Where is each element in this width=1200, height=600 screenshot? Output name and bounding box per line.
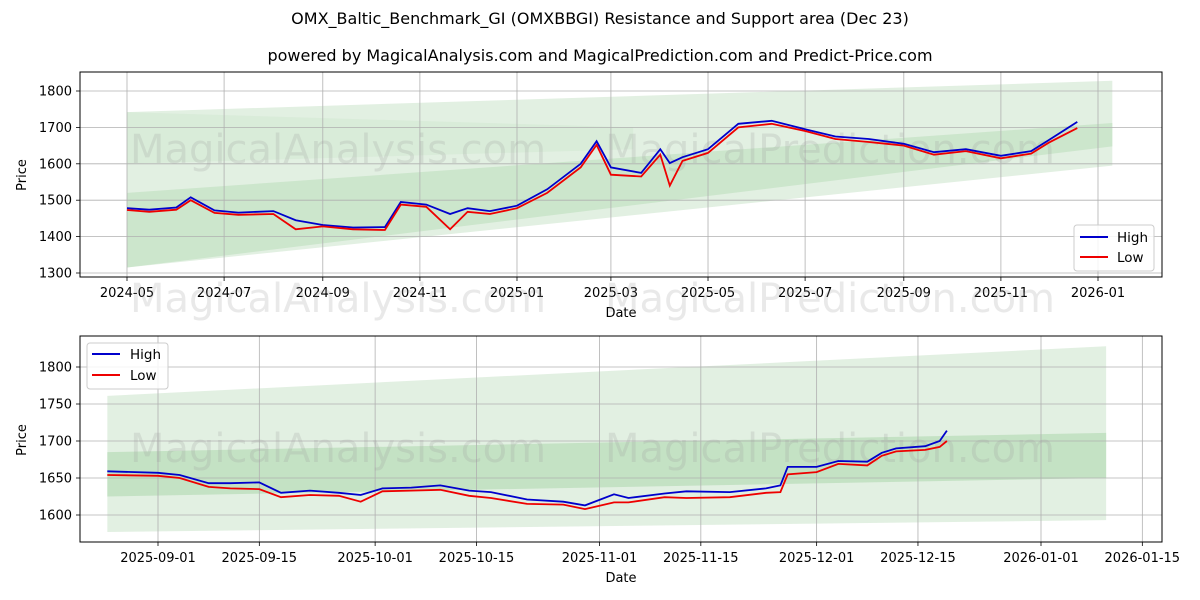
x-tick-label: 2025-09 [877, 286, 931, 301]
bottom-x-axis: 2025-09-01 2025-09-15 2025-10-01 2025-10-15… [120, 542, 1180, 566]
x-tick-label: 2025-10-01 [337, 551, 413, 566]
x-tick-label: 2025-01 [490, 286, 544, 301]
x-tick-label: 2026-01 [1071, 286, 1125, 301]
y-tick-label: 1600 [39, 509, 72, 524]
x-tick-label: 2025-10-15 [439, 551, 515, 566]
bottom-high-line [107, 430, 948, 507]
bottom-watermark-right: MagicalPrediction.com [605, 426, 1055, 472]
top-watermark-left: MagicalAnalysis.com [130, 127, 546, 173]
top-watermark-lower-left: MagicalAnalysis.com [130, 276, 546, 322]
y-tick-label: 1800 [39, 85, 72, 100]
y-tick-label: 1600 [39, 157, 72, 172]
bottom-y-axis: 1600 1650 1700 1750 1800 [39, 361, 80, 524]
y-tick-label: 1500 [39, 194, 72, 209]
chart-subtitle: powered by MagicalAnalysis.com and Magic… [267, 46, 933, 65]
top-y-axis: 1300 1400 1500 1600 1700 1800 [39, 85, 80, 282]
y-tick-label: 1400 [39, 230, 72, 245]
y-tick-label: 1700 [39, 121, 72, 136]
top-x-axis: 2024-05 2024-07 2024-09 2024-11 2025-01 2025-… [100, 277, 1125, 301]
bottom-plot: MagicalAnalysis.com MagicalPrediction.co… [15, 335, 1180, 586]
y-tick-label: 1750 [39, 398, 72, 413]
bottom-gridlines [80, 336, 1162, 542]
upper-resistance-area-band [127, 112, 634, 164]
bottom-legend-high-label: High [130, 347, 161, 363]
top-axes-frame [79, 71, 1163, 278]
x-tick-label: 2025-12-15 [880, 551, 956, 566]
top-high-line [126, 119, 1078, 229]
x-tick-label: 2024-07 [197, 286, 251, 301]
top-x-axis-label: Date [605, 306, 636, 321]
bottom-y-axis-label: Price [15, 424, 30, 456]
top-legend-high-label: High [1117, 230, 1148, 246]
chart-title: OMX_Baltic_Benchmark_GI (OMXBBGI) Resist… [291, 9, 909, 28]
inner-area-band [107, 432, 1107, 497]
x-tick-label: 2024-11 [393, 286, 447, 301]
top-watermark-lower-right: MagicalPrediction.com [605, 276, 1055, 322]
x-tick-label: 2025-09-15 [222, 551, 298, 566]
bottom-legend: High Low [86, 342, 169, 390]
top-low-line [126, 122, 1078, 231]
top-legend: High Low [1073, 224, 1155, 272]
x-tick-label: 2024-05 [100, 286, 154, 301]
x-tick-label: 2026-01-01 [1003, 551, 1079, 566]
y-tick-label: 1800 [39, 361, 72, 376]
x-tick-label: 2025-11-01 [562, 551, 638, 566]
top-plot: MagicalAnalysis.com MagicalPrediction.co… [15, 71, 1163, 322]
bottom-low-line [107, 440, 948, 511]
x-tick-label: 2025-11-15 [663, 551, 739, 566]
bottom-axes-frame [79, 335, 1163, 543]
x-tick-label: 2025-03 [584, 286, 638, 301]
top-watermark-right: MagicalPrediction.com [605, 127, 1055, 173]
top-legend-low-label: Low [1117, 250, 1144, 266]
x-tick-label: 2025-07 [778, 286, 832, 301]
top-gridlines [80, 72, 1162, 277]
bottom-legend-low-label: Low [130, 368, 157, 384]
x-tick-label: 2026-01-15 [1105, 551, 1181, 566]
bottom-support-resistance-bands [107, 346, 1107, 533]
bottom-watermark-left: MagicalAnalysis.com [130, 426, 546, 472]
y-tick-label: 1300 [39, 267, 72, 282]
top-y-axis-label: Price [15, 159, 30, 191]
y-tick-label: 1650 [39, 472, 72, 487]
bottom-x-axis-label: Date [605, 571, 636, 586]
inner-area-band [127, 123, 1113, 268]
y-tick-label: 1700 [39, 435, 72, 450]
x-tick-label: 2025-05 [681, 286, 735, 301]
x-tick-label: 2025-09-01 [120, 551, 196, 566]
top-support-resistance-bands [127, 80, 1113, 268]
x-tick-label: 2024-09 [296, 286, 350, 301]
x-tick-label: 2025-12-01 [779, 551, 855, 566]
x-tick-label: 2025-11 [974, 286, 1028, 301]
